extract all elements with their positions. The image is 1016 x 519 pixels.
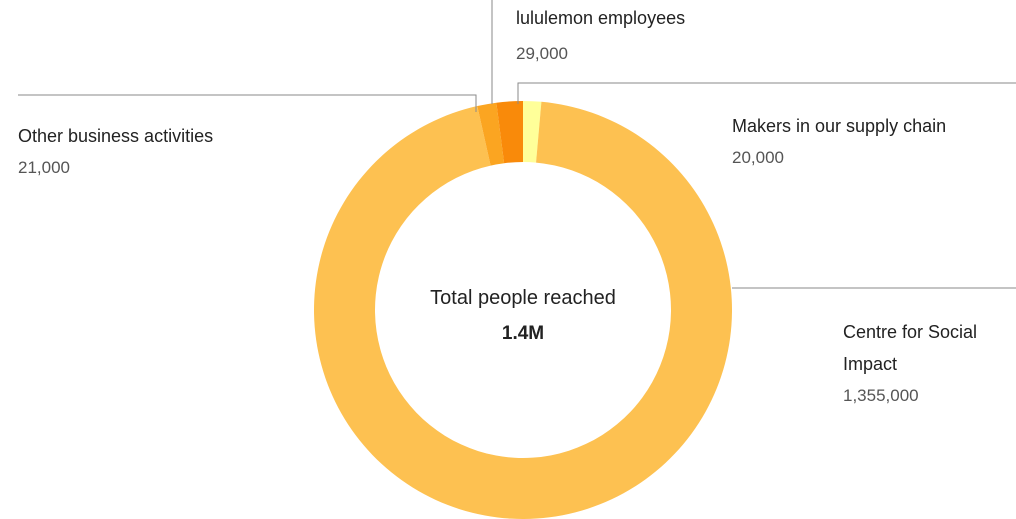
leader-makers-supply-chain bbox=[517, 82, 1016, 104]
leader-lines bbox=[18, 0, 1016, 289]
slice-lululemon-employees bbox=[496, 101, 523, 164]
slice-name-lululemon-employees: lululemon employees bbox=[516, 8, 686, 28]
center-total-value: 1.4M bbox=[501, 323, 545, 344]
slice-value-lululemon-employees: 29,000 bbox=[516, 44, 568, 63]
slice-name-makers-supply-chain: Makers in our supply chain bbox=[732, 116, 947, 136]
slice-value-centre-social-impact: 1,355,000 bbox=[843, 386, 919, 405]
slice-value-makers-supply-chain: 20,000 bbox=[732, 148, 784, 167]
slice-value-other-business-activities: 21,000 bbox=[18, 158, 70, 177]
label-lululemon-employees: lululemon employees 29,000 bbox=[516, 4, 685, 68]
label-centre-social-impact: Centre for Social Impact 1,355,000 bbox=[843, 316, 1013, 410]
leader-other-business-activities bbox=[18, 94, 477, 112]
donut-slices bbox=[313, 101, 732, 519]
slice-name-centre-social-impact: Centre for Social Impact bbox=[843, 322, 978, 374]
label-other-business-activities: Other business activities 21,000 bbox=[18, 122, 213, 182]
slice-name-other-business-activities: Other business activities bbox=[18, 126, 214, 146]
center-label: Total people reached bbox=[430, 287, 616, 309]
slice-makers-in-our-supply-chain bbox=[523, 101, 542, 163]
label-makers-supply-chain: Makers in our supply chain 20,000 bbox=[732, 112, 946, 172]
donut-center: Total people reached 1.4M bbox=[318, 280, 728, 352]
slice-other-business-activities bbox=[477, 102, 505, 166]
